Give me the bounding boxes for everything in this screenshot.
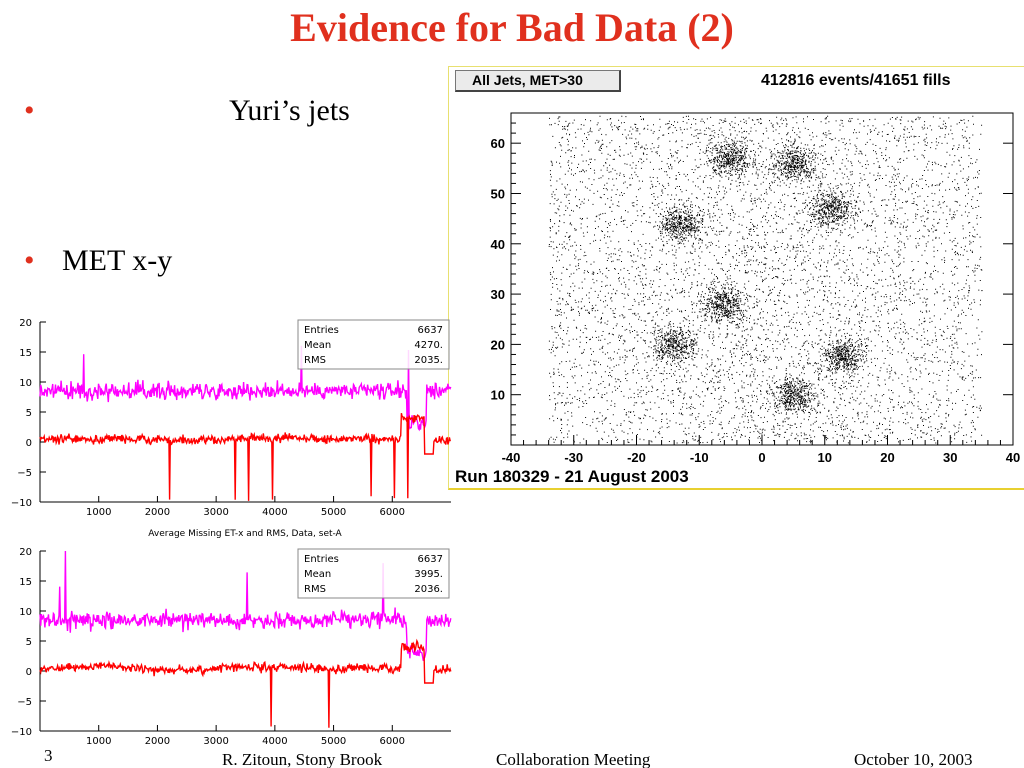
line-plot-x-tick-label: 5000	[321, 736, 346, 745]
stats-box	[297, 319, 450, 370]
scatter-x-tick-label: 20	[880, 450, 894, 465]
scatter-plot-panel: -40 -30 -20 -10 0 10 20 30 40 10 20 30 40 50 60 All Je…	[448, 66, 1024, 490]
scatter-x-tick-label: -40	[502, 450, 521, 465]
scatter-x-tick-label: -30	[564, 450, 583, 465]
line-plot-series	[39, 550, 452, 661]
bullet-label: Yuri’s jets	[229, 94, 350, 127]
scatter-title-tab: All Jets, MET>30	[455, 70, 621, 92]
stats-box	[297, 548, 450, 599]
stats-label: RMS	[304, 584, 326, 595]
stats-label: Mean	[304, 569, 331, 580]
stats-label: Entries	[304, 325, 339, 336]
line-plot-y-tick-label: 20	[19, 547, 32, 558]
scatter-plot: -40 -30 -20 -10 0 10 20 30 40 10 20 30 40 50 60	[491, 112, 1020, 465]
scatter-run-label: Run 180329 - 21 August 2003	[455, 467, 689, 486]
line-plot-y-tick-label: 0	[26, 667, 32, 678]
plot-a-caption: Average Missing ET-x and RMS, Data, set-…	[148, 529, 342, 539]
stats-value: 6637	[418, 325, 443, 336]
scatter-y-tick-label: 20	[491, 337, 505, 352]
stats-label: RMS	[304, 355, 326, 366]
line-plot-series	[39, 345, 452, 432]
scatter-y-tick-label: 50	[491, 186, 505, 201]
line-plot-x-tick-label: 6000	[380, 736, 405, 745]
line-plot-y-tick-label: 10	[19, 607, 32, 618]
stats-value: 2035.	[414, 355, 443, 366]
line-plot-y-tick-label: 20	[19, 318, 32, 329]
line-plot-x-tick-label: 4000	[262, 507, 287, 516]
line-plot-y-tick-label: 5	[26, 637, 32, 648]
bullet-label: MET x-y	[62, 244, 173, 277]
stats-value: 2036.	[414, 584, 443, 595]
line-plot-y-tick-label: 15	[19, 577, 32, 588]
bullet-yuri-jets: • Yuri’s jets	[24, 94, 424, 134]
bullet-met-xy: • MET x-y	[24, 244, 424, 284]
met-x-plot-a: 20 15 10 5 0 −5 −10 1000 2000 3000 4000 5000 6000 Ent…	[11, 318, 452, 516]
stats-value: 6637	[418, 554, 443, 565]
footer-author: R. Zitoun, Stony Brook	[222, 750, 383, 768]
line-plot-y-tick-label: 10	[19, 378, 32, 389]
scatter-y-tick-label: 40	[491, 237, 505, 252]
scatter-points	[548, 115, 983, 444]
line-plot-x-tick-label: 1000	[86, 736, 111, 745]
line-plot-x-tick-label: 2000	[145, 736, 170, 745]
scatter-x-tick-label: 0	[758, 450, 765, 465]
line-plot-y-tick-label: 0	[26, 438, 32, 449]
stats-label: Entries	[304, 554, 339, 565]
scatter-y-tick-label: 10	[491, 388, 505, 403]
line-plot-y-tick-label: −10	[11, 498, 32, 509]
line-plot-x-tick-label: 6000	[380, 507, 405, 516]
line-plot-y-tick-label: −10	[11, 727, 32, 738]
line-plot-y-tick-label: 15	[19, 348, 32, 359]
scatter-x-tick-label: 30	[943, 450, 957, 465]
scatter-x-tick-label: -20	[627, 450, 646, 465]
stats-label: Mean	[304, 340, 331, 351]
line-plot-x-tick-label: 3000	[203, 507, 228, 516]
met-y-plot-b: 20 15 10 5 0 −5 −10 1000 2000 3000 4000 5000 6000 Ent…	[11, 547, 452, 745]
page-number: 3	[44, 746, 53, 765]
scatter-y-tick-label: 60	[491, 136, 505, 151]
slide-title: Evidence for Bad Data (2)	[290, 5, 734, 50]
stats-value: 3995.	[414, 569, 443, 580]
line-plot-y-tick-label: 5	[26, 408, 32, 419]
line-plot-series	[39, 413, 451, 501]
bullet-dot: •	[24, 244, 35, 277]
scatter-y-tick-label: 30	[491, 287, 505, 302]
scatter-frame	[510, 112, 1014, 446]
line-plot-x-tick-label: 2000	[145, 507, 170, 516]
scatter-x-tick-label: 10	[818, 450, 832, 465]
line-plot-x-tick-label: 3000	[203, 736, 228, 745]
scatter-x-tick-label: 40	[1006, 450, 1020, 465]
bullet-dot: •	[24, 94, 35, 127]
scatter-event-count: 412816 events/41651 fills	[761, 72, 951, 89]
line-plot-y-tick-label: −5	[17, 697, 32, 708]
line-plot-x-tick-label: 1000	[86, 507, 111, 516]
footer-date: October 10, 2003	[854, 750, 973, 768]
line-plot-series	[39, 638, 452, 728]
line-plot-x-tick-label: 4000	[262, 736, 287, 745]
line-plot-y-tick-label: −5	[17, 468, 32, 479]
line-plot-x-tick-label: 5000	[321, 507, 346, 516]
footer-meeting: Collaboration Meeting	[496, 750, 651, 768]
scatter-x-tick-label: -10	[690, 450, 709, 465]
stats-value: 4270.	[414, 340, 443, 351]
